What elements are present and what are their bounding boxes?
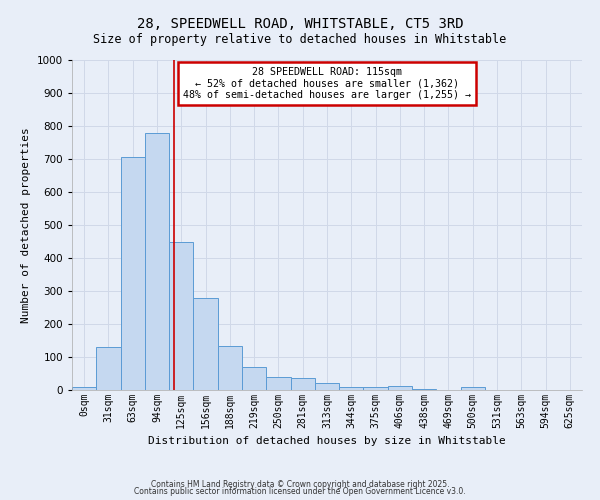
Text: Contains HM Land Registry data © Crown copyright and database right 2025.: Contains HM Land Registry data © Crown c… (151, 480, 449, 489)
Text: 28, SPEEDWELL ROAD, WHITSTABLE, CT5 3RD: 28, SPEEDWELL ROAD, WHITSTABLE, CT5 3RD (137, 18, 463, 32)
Text: Contains public sector information licensed under the Open Government Licence v3: Contains public sector information licen… (134, 488, 466, 496)
Bar (72, 388, 96, 390)
Bar (218, 346, 242, 390)
Bar (242, 367, 266, 390)
Bar (266, 378, 290, 390)
Bar (364, 386, 388, 390)
Bar (339, 386, 364, 390)
Bar (388, 386, 412, 390)
Bar (461, 388, 485, 390)
Bar (315, 382, 339, 390)
Bar (145, 132, 169, 390)
Bar (121, 158, 145, 390)
Text: Size of property relative to detached houses in Whitstable: Size of property relative to detached ho… (94, 32, 506, 46)
Bar (169, 242, 193, 390)
Y-axis label: Number of detached properties: Number of detached properties (21, 127, 31, 323)
Text: 28 SPEEDWELL ROAD: 115sqm
← 52% of detached houses are smaller (1,362)
48% of se: 28 SPEEDWELL ROAD: 115sqm ← 52% of detac… (183, 66, 471, 100)
X-axis label: Distribution of detached houses by size in Whitstable: Distribution of detached houses by size … (148, 436, 506, 446)
Bar (96, 347, 121, 390)
Bar (290, 378, 315, 390)
Bar (193, 298, 218, 390)
Bar (412, 389, 436, 390)
